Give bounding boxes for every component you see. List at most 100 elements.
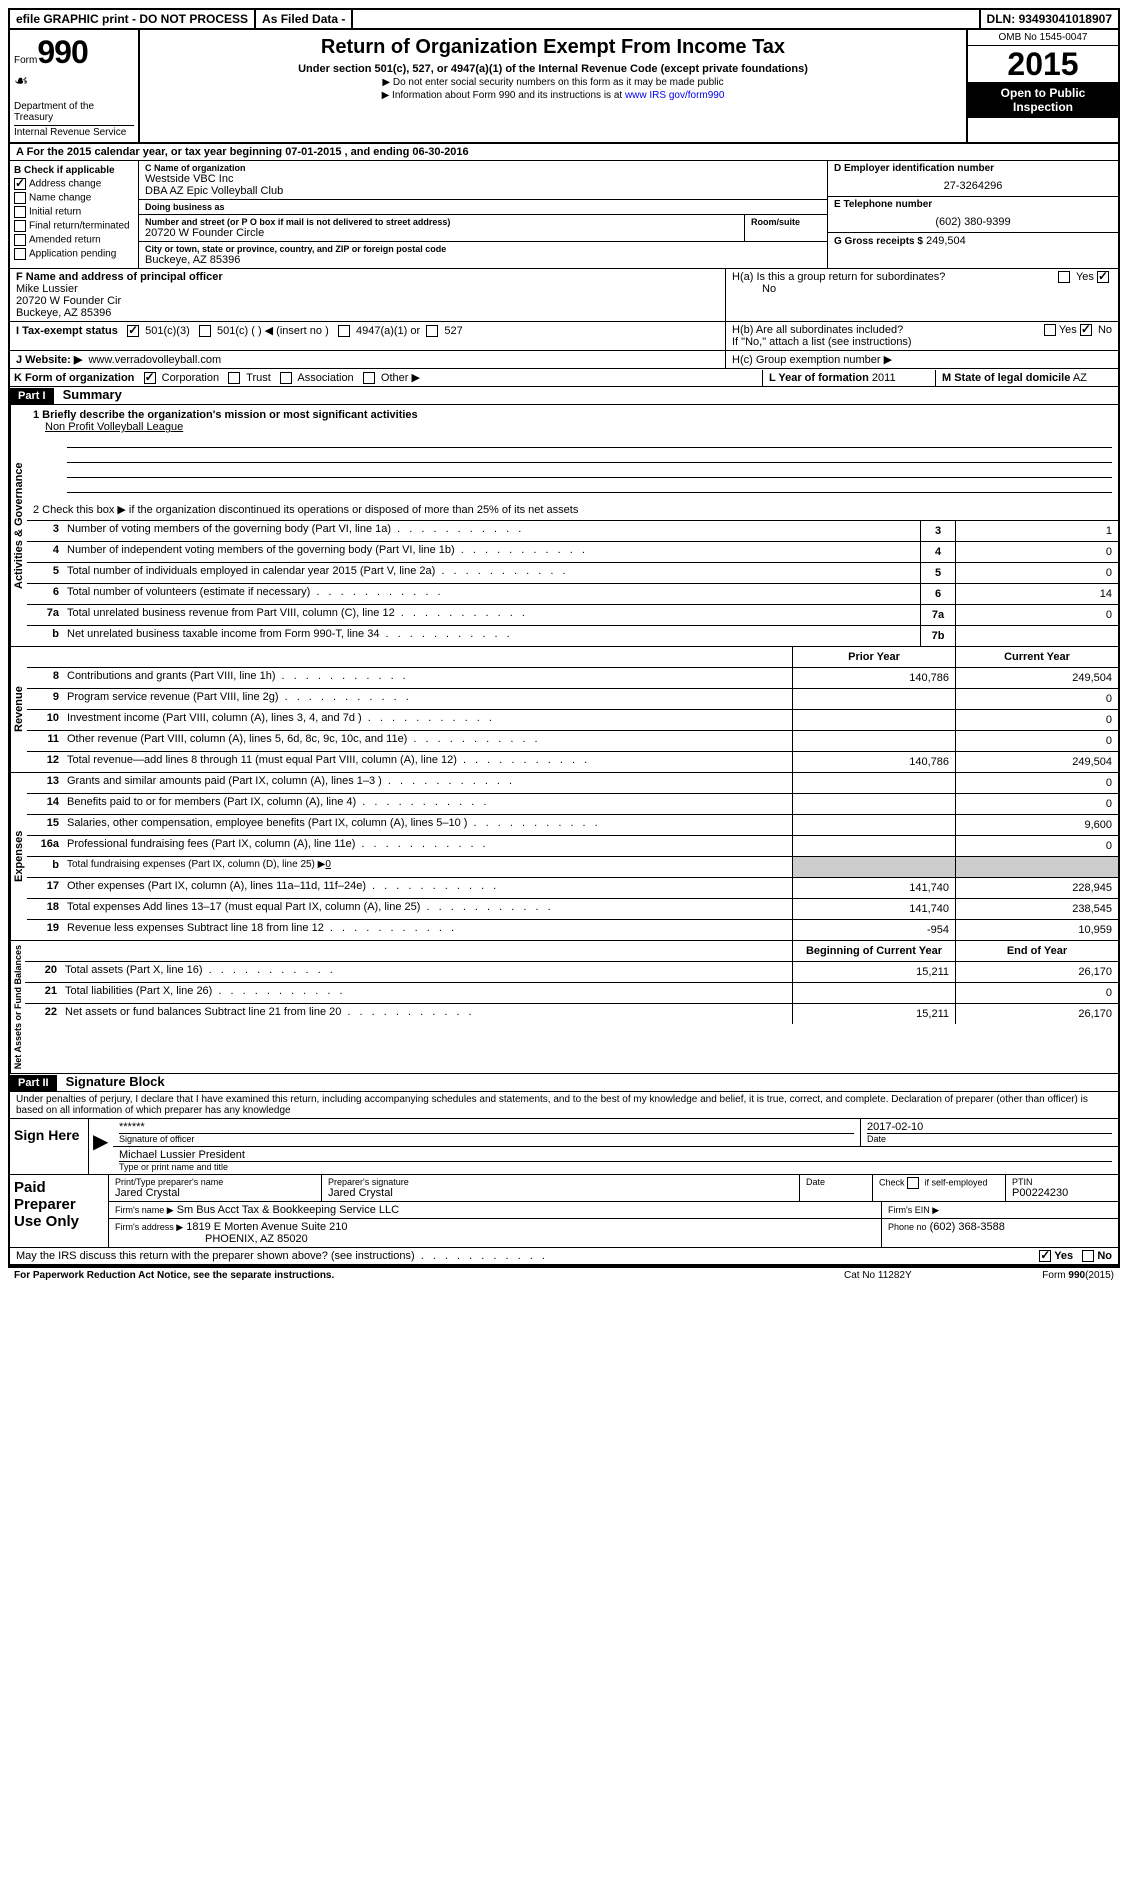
- chk-assoc[interactable]: [280, 372, 292, 384]
- footer: For Paperwork Reduction Act Notice, see …: [8, 1268, 1120, 1283]
- chk-ha-no[interactable]: [1097, 271, 1109, 283]
- year-formation: L Year of formation 2011: [762, 370, 935, 386]
- paid-preparer-label: Paid Preparer Use Only: [10, 1175, 109, 1247]
- paid-preparer-block: Paid Preparer Use Only Print/Type prepar…: [10, 1175, 1118, 1248]
- section-j-hc: J Website: ▶ www.verradovolleyball.com H…: [10, 351, 1118, 369]
- firm-phone: Phone no (602) 368-3588: [882, 1219, 1118, 1247]
- header-right: OMB No 1545-0047 2015 Open to Public Ins…: [966, 30, 1118, 142]
- vlabel-revenue: Revenue: [10, 647, 27, 772]
- chk-final-return[interactable]: Final return/terminated: [14, 220, 134, 232]
- cat-no: Cat No 11282Y: [844, 1270, 994, 1281]
- gov-line-b: bNet unrelated business taxable income f…: [27, 626, 1118, 646]
- group-return-block: H(a) Is this a group return for subordin…: [726, 269, 1118, 321]
- ein-block: D Employer identification number 27-3264…: [828, 161, 1118, 197]
- chk-ha-yes[interactable]: [1058, 271, 1070, 283]
- vlabel-expenses: Expenses: [10, 773, 27, 940]
- line-2-discontinued: 2 Check this box ▶ if the organization d…: [27, 499, 1118, 521]
- chk-501c3[interactable]: [127, 325, 139, 337]
- sign-date: 2017-02-10 Date: [861, 1119, 1118, 1146]
- chk-address-change[interactable]: Address change: [14, 178, 134, 190]
- chk-name-change[interactable]: Name change: [14, 192, 134, 204]
- line-15: 15Salaries, other compensation, employee…: [27, 815, 1118, 836]
- revenue-section: Revenue Prior Year Current Year 8Contrib…: [10, 647, 1118, 773]
- phone-block: E Telephone number (602) 380-9399: [828, 197, 1118, 233]
- part-2-title: Signature Block: [60, 1074, 165, 1089]
- website-row: J Website: ▶ www.verradovolleyball.com: [10, 351, 726, 368]
- line-19: 19Revenue less expenses Subtract line 18…: [27, 920, 1118, 940]
- chk-501c[interactable]: [199, 325, 211, 337]
- tax-year: 2015: [968, 46, 1118, 82]
- line-16a: 16aProfessional fundraising fees (Part I…: [27, 836, 1118, 857]
- as-filed: As Filed Data -: [256, 10, 353, 28]
- vlabel-netassets: Net Assets or Fund Balances: [10, 941, 25, 1073]
- officer-signature: ****** Signature of officer: [113, 1119, 861, 1146]
- chk-discuss-no[interactable]: [1082, 1250, 1094, 1262]
- dln: DLN: 93493041018907: [981, 10, 1118, 28]
- chk-trust[interactable]: [228, 372, 240, 384]
- part-1-title: Summary: [57, 387, 122, 402]
- governance-lines: 3Number of voting members of the governi…: [27, 521, 1118, 646]
- principal-officer: F Name and address of principal officer …: [10, 269, 726, 321]
- header-title-block: Return of Organization Exempt From Incom…: [140, 30, 966, 142]
- section-klm: K Form of organization Corporation Trust…: [10, 369, 1118, 387]
- info-link-line: ▶ Information about Form 990 and its ins…: [148, 90, 958, 101]
- col-b-checkboxes: B Check if applicable Address change Nam…: [10, 161, 139, 268]
- irs-link[interactable]: www IRS gov/form990: [625, 90, 724, 101]
- chk-corp[interactable]: [144, 372, 156, 384]
- section-i-hb: I Tax-exempt status 501(c)(3) 501(c) ( )…: [10, 322, 1118, 351]
- chk-hb-yes[interactable]: [1044, 324, 1056, 336]
- revenue-header-row: Prior Year Current Year: [27, 647, 1118, 668]
- state-domicile: M State of legal domicile AZ: [935, 370, 1118, 386]
- chk-4947[interactable]: [338, 325, 350, 337]
- gov-line-6: 6Total number of volunteers (estimate if…: [27, 584, 1118, 605]
- perjury-statement: Under penalties of perjury, I declare th…: [10, 1092, 1118, 1119]
- chk-other[interactable]: [363, 372, 375, 384]
- gov-line-5: 5Total number of individuals employed in…: [27, 563, 1118, 584]
- row-a-tax-year: A For the 2015 calendar year, or tax yea…: [10, 144, 1118, 161]
- efile-notice: efile GRAPHIC print - DO NOT PROCESS: [10, 10, 256, 28]
- line-22: 22Net assets or fund balances Subtract l…: [25, 1004, 1118, 1024]
- hc-block: H(c) Group exemption number ▶: [726, 351, 1118, 368]
- chk-amended[interactable]: Amended return: [14, 234, 134, 246]
- form-title: Return of Organization Exempt From Incom…: [148, 36, 958, 59]
- top-bar: efile GRAPHIC print - DO NOT PROCESS As …: [10, 10, 1118, 30]
- ein-value: 27-3264296: [834, 174, 1112, 192]
- section-fh: F Name and address of principal officer …: [10, 269, 1118, 322]
- chk-527[interactable]: [426, 325, 438, 337]
- gross-receipts: 249,504: [926, 235, 966, 247]
- chk-hb-no[interactable]: [1080, 324, 1092, 336]
- org-dba: DBA AZ Epic Volleyball Club: [145, 185, 821, 197]
- chk-discuss-yes[interactable]: [1039, 1250, 1051, 1262]
- preparer-name: Print/Type preparer's name Jared Crystal: [109, 1175, 322, 1201]
- spacer: [353, 10, 980, 28]
- chk-app-pending[interactable]: Application pending: [14, 248, 134, 260]
- gov-line-3: 3Number of voting members of the governi…: [27, 521, 1118, 542]
- preparer-date: Date: [800, 1175, 873, 1201]
- part-2-badge: Part II: [10, 1075, 57, 1091]
- street-block: Number and street (or P O box if mail is…: [139, 215, 827, 242]
- governance-section: Activities & Governance 1 Briefly descri…: [10, 405, 1118, 647]
- chk-initial-return[interactable]: Initial return: [14, 206, 134, 218]
- line-12: 12Total revenue—add lines 8 through 11 (…: [27, 752, 1118, 772]
- firm-ein: Firm's EIN ▶: [882, 1202, 1118, 1218]
- col-deg: D Employer identification number 27-3264…: [827, 161, 1118, 268]
- sign-here-block: Sign Here ▶ ****** Signature of officer …: [10, 1119, 1118, 1175]
- omb-number: OMB No 1545-0047: [968, 30, 1118, 46]
- form-of-org: K Form of organization Corporation Trust…: [10, 369, 762, 386]
- firm-name: Firm's name ▶ Sm Bus Acct Tax & Bookkeep…: [109, 1202, 882, 1218]
- line-17: 17Other expenses (Part IX, column (A), l…: [27, 878, 1118, 899]
- part-1-header-row: Part I Summary: [10, 387, 1118, 405]
- self-employed-check: Check if self-employed: [873, 1175, 1006, 1201]
- form-ref: Form 990(2015): [994, 1270, 1114, 1281]
- ptin: PTIN P00224230: [1006, 1175, 1118, 1201]
- vlabel-governance: Activities & Governance: [10, 405, 27, 646]
- open-inspection: Open to Public Inspection: [968, 82, 1118, 118]
- line-18: 18Total expenses Add lines 13–17 (must e…: [27, 899, 1118, 920]
- gov-line-7a: 7aTotal unrelated business revenue from …: [27, 605, 1118, 626]
- line-8: 8Contributions and grants (Part VIII, li…: [27, 668, 1118, 689]
- line-b: bTotal fundraising expenses (Part IX, co…: [27, 857, 1118, 878]
- mission-text: Non Profit Volleyball League: [33, 421, 183, 433]
- netassets-section: Net Assets or Fund Balances Beginning of…: [10, 941, 1118, 1073]
- ssn-notice: ▶ Do not enter social security numbers o…: [148, 77, 958, 88]
- phone-value: (602) 380-9399: [834, 210, 1112, 228]
